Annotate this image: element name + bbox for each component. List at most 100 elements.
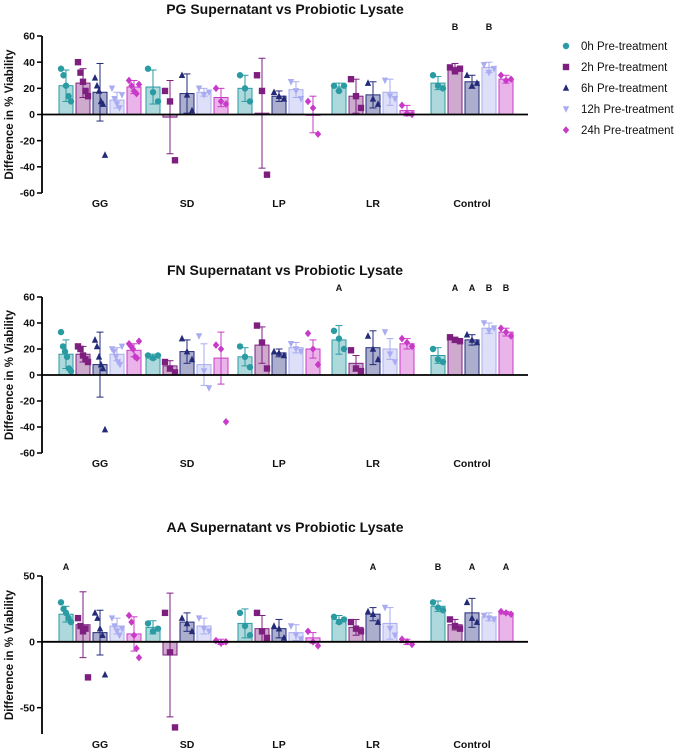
data-point [480, 612, 488, 620]
y-tick-label: 40 [23, 57, 35, 69]
data-point [270, 88, 278, 96]
category-label: SD [180, 739, 195, 751]
data-point [183, 619, 191, 627]
data-point [309, 345, 317, 353]
data-point [116, 632, 123, 640]
data-point [166, 98, 174, 105]
data-point [188, 627, 196, 635]
data-point [130, 87, 138, 95]
data-point [171, 724, 179, 731]
data-point [391, 359, 399, 366]
significance-label: A [370, 562, 377, 572]
data-point [258, 339, 266, 346]
data-point [456, 65, 464, 72]
data-point [154, 98, 162, 105]
legend: 0h Pre-treatment 2h Pre-treatment 6h Pre-t… [562, 41, 674, 137]
data-point [77, 622, 84, 630]
data-point [357, 367, 365, 375]
y-tick-label: 0 [29, 636, 35, 648]
data-point [490, 325, 498, 332]
data-point [246, 98, 254, 105]
data-point [101, 151, 109, 158]
data-point [118, 625, 126, 633]
data-point [263, 171, 271, 178]
data-point [63, 353, 71, 360]
data-point [61, 348, 69, 355]
data-point [154, 625, 162, 632]
data-point [456, 625, 464, 632]
data-point [96, 624, 104, 632]
significance-label: A [452, 283, 459, 293]
data-point [144, 352, 152, 359]
data-point [507, 332, 515, 340]
data-point [347, 75, 355, 83]
data-point [335, 618, 343, 626]
data-point [94, 614, 101, 621]
data-point [60, 72, 67, 79]
chart-title: FN Supernatant vs Probiotic Lysate [167, 262, 403, 278]
legend-label: 0h Pre-treatment [581, 41, 668, 53]
data-point [135, 337, 143, 345]
data-point [113, 101, 121, 108]
data-point [74, 614, 82, 622]
data-point [287, 623, 295, 630]
data-point [473, 618, 481, 625]
data-point [364, 79, 372, 86]
legend-item-0h: 0h Pre-treatment [562, 41, 668, 53]
data-point [149, 628, 157, 635]
significance-label: A [336, 283, 343, 293]
data-point [118, 92, 126, 99]
data-point [263, 634, 271, 642]
data-point [275, 92, 283, 99]
legend-item-12h: 12h Pre-treatment [562, 104, 674, 116]
data-point [195, 333, 203, 340]
data-point [166, 365, 174, 372]
significance-label: A [503, 562, 510, 572]
data-point [236, 609, 244, 617]
data-point [222, 418, 230, 426]
category-label: GG [92, 739, 108, 751]
data-point [497, 71, 505, 80]
data-point [357, 628, 365, 635]
data-point [135, 80, 143, 89]
y-tick-label: -40 [20, 161, 35, 173]
data-point [111, 623, 118, 630]
data-point [374, 355, 382, 363]
data-point [77, 345, 84, 353]
data-point [195, 615, 203, 622]
legend-label: 24h Pre-treatment [581, 125, 674, 137]
y-axis-label: Difference in % Viability [4, 49, 16, 180]
data-point [386, 625, 394, 633]
data-point [381, 77, 389, 85]
data-point [490, 616, 498, 624]
data-point [369, 345, 377, 352]
data-point [446, 616, 454, 623]
data-point [79, 78, 87, 85]
data-point [178, 614, 186, 621]
category-label: GG [92, 458, 108, 470]
data-point [188, 106, 196, 114]
data-point [451, 336, 459, 344]
data-point [485, 69, 493, 77]
data-point [490, 65, 498, 73]
y-tick-label: 20 [23, 344, 35, 356]
y-tick-label: -20 [20, 135, 35, 147]
data-point [497, 324, 505, 332]
data-point [149, 354, 157, 362]
data-point [364, 607, 372, 615]
data-point [297, 636, 305, 643]
data-point [451, 68, 459, 75]
data-point [292, 88, 300, 95]
data-point [236, 72, 244, 79]
data-point [236, 343, 244, 350]
data-point [463, 330, 471, 338]
data-point [391, 632, 399, 640]
data-point [95, 353, 103, 360]
data-point [217, 345, 225, 353]
data-point [135, 653, 143, 662]
data-point [118, 343, 126, 351]
data-point [335, 335, 343, 342]
data-point [79, 352, 87, 359]
significance-label: B [486, 22, 493, 32]
